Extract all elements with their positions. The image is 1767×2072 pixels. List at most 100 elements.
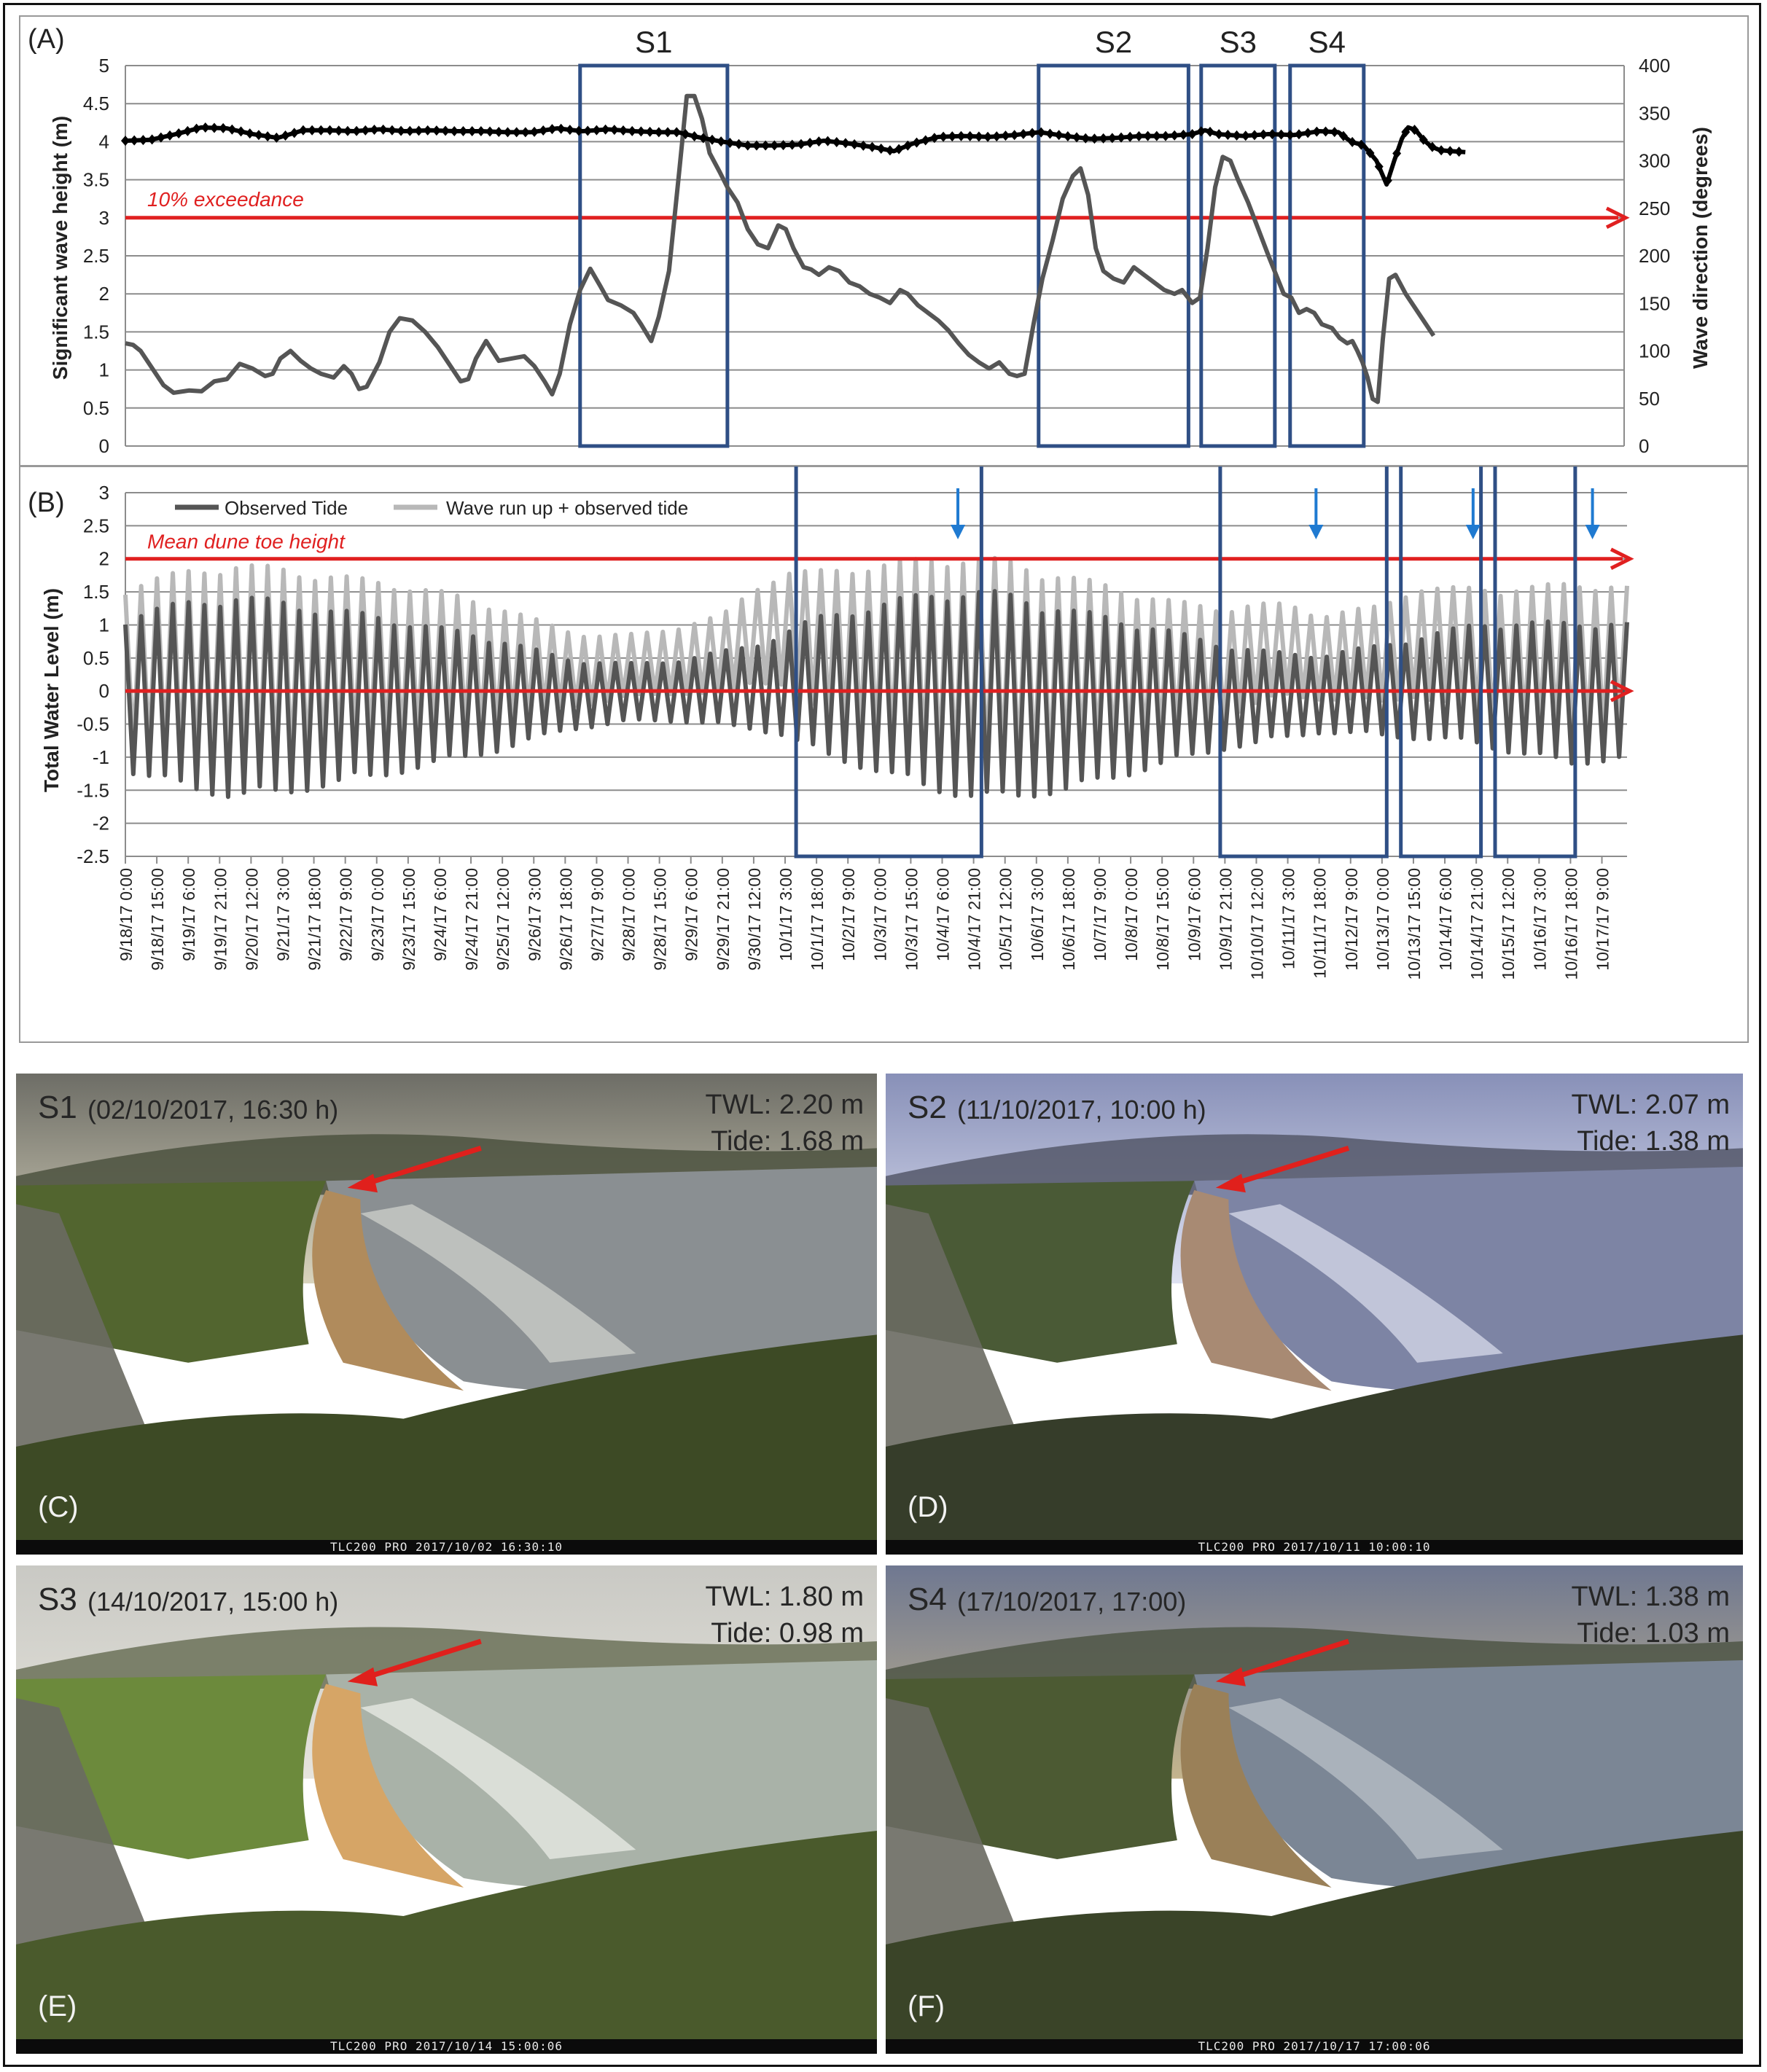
blue-arrow-head <box>951 525 966 539</box>
wave-direction-marker <box>236 126 246 137</box>
photo-tide: Tide: 1.03 m <box>1577 1618 1730 1649</box>
panel-b-xtick-label: 9/28/17 15:00 <box>651 868 670 971</box>
wave-direction-marker <box>503 127 512 138</box>
panel-b-xtick-label: 9/30/17 12:00 <box>745 868 764 971</box>
panel-b-ytick-label: -1 <box>93 746 109 768</box>
wave-direction-marker <box>1010 130 1019 141</box>
panel-a-y2label: Wave direction (degrees) <box>1689 127 1712 369</box>
wave-direction-marker <box>876 143 886 154</box>
cliff <box>16 1204 154 1470</box>
wave-direction-marker <box>840 138 850 149</box>
surf <box>1228 1698 1503 1859</box>
wave-direction-marker <box>200 122 210 133</box>
panel-a-y2tick-label: 400 <box>1639 55 1670 77</box>
panel-a-y2tick-label: 0 <box>1639 435 1649 457</box>
photo-scene <box>886 1074 1743 1540</box>
wave-direction-marker <box>1321 126 1330 137</box>
wave-direction-marker <box>965 130 975 141</box>
wave-direction-marker <box>494 126 504 137</box>
panel-b-xtick-label: 10/12/17 9:00 <box>1342 868 1361 971</box>
wave-direction-marker <box>423 125 432 136</box>
wave-direction-marker <box>903 140 913 151</box>
wave-direction-marker <box>298 125 308 136</box>
panel-b-xtick-label: 10/7/17 9:00 <box>1091 868 1109 961</box>
wave-direction-marker <box>628 125 637 136</box>
wave-direction-marker <box>556 123 566 134</box>
dune-toe-arrowhead <box>1215 1667 1246 1686</box>
photo-tide: Tide: 0.98 m <box>711 1618 864 1649</box>
wave-direction-marker <box>1223 130 1233 141</box>
storm-window-b-s3 <box>1399 466 1483 859</box>
wave-direction-marker <box>850 139 859 150</box>
wave-direction-marker <box>1205 126 1214 137</box>
wave-direction-marker <box>352 125 362 136</box>
photo-twl: TWL: 1.80 m <box>705 1582 865 1612</box>
wave-direction-marker <box>1117 132 1126 143</box>
wave-direction-marker <box>761 140 771 151</box>
photo-panel-label: (F) <box>908 1990 945 2022</box>
wave-direction-marker <box>929 133 939 144</box>
wave-direction-marker <box>1143 130 1152 141</box>
wave-direction-marker <box>139 135 148 146</box>
wave-direction-marker <box>272 132 281 143</box>
wave-direction-marker <box>281 130 290 141</box>
wave-direction-marker <box>539 125 548 136</box>
wave-direction-marker <box>1259 129 1268 140</box>
wave-direction-marker <box>1081 133 1091 144</box>
beach-photo-s2: S2 (11/10/2017, 10:00 h) TWL: 2.07 m Tid… <box>886 1074 1743 1555</box>
panel-b-xtick-label: 10/14/17 21:00 <box>1467 868 1486 980</box>
panel-b-xtick-label: 9/26/17 3:00 <box>525 868 544 961</box>
wave-direction-marker <box>983 131 993 142</box>
wave-direction-marker <box>387 125 397 136</box>
camera-timestamp: TLC200 PRO 2017/10/02 16:30:10 <box>16 1540 877 1555</box>
wave-direction-marker <box>654 127 663 138</box>
sea <box>326 1167 877 1392</box>
wave-direction-marker <box>1294 129 1303 140</box>
wave-direction-marker <box>832 137 841 148</box>
photo-storm-id: S1 <box>38 1090 77 1125</box>
camera-timestamp: TLC200 PRO 2017/10/17 17:00:06 <box>886 2039 1743 2054</box>
wave-direction-marker <box>1410 125 1419 136</box>
chart-wave-height: (A) Significant wave height (m) Wave dir… <box>19 15 1749 466</box>
wave-direction-marker <box>512 127 521 138</box>
wave-direction-marker <box>1063 130 1072 141</box>
wave-direction-marker <box>939 131 948 142</box>
panel-a-y2tick-label: 50 <box>1639 388 1660 410</box>
wave-direction-marker <box>681 128 690 139</box>
wave-direction-marker <box>378 124 388 135</box>
wave-direction-marker <box>192 123 201 134</box>
wave-direction-marker <box>1028 128 1037 138</box>
wave-direction-marker <box>690 131 699 142</box>
photo-date: (17/10/2017, 17:00) <box>957 1587 1187 1616</box>
wave-direction-marker <box>601 124 610 135</box>
beach-sand <box>1180 1190 1332 1391</box>
wave-direction-marker <box>921 135 930 146</box>
wave-direction-marker <box>885 145 894 156</box>
panel-b-xtick-label: 9/22/17 9:00 <box>337 868 356 961</box>
wave-direction-marker <box>574 125 584 136</box>
sea <box>326 1660 877 1889</box>
panel-b-xtick-label: 10/9/17 6:00 <box>1185 868 1204 961</box>
legend-label-runup: Wave run up + observed tide <box>446 497 688 519</box>
panel-b-xtick-label: 9/18/17 0:00 <box>117 868 136 961</box>
dune-toe-arrow <box>1228 1638 1350 1682</box>
panel-b-xtick-label: 9/23/17 15:00 <box>399 868 418 971</box>
beach-photo-s3: S3 (14/10/2017, 15:00 h) TWL: 1.80 m Tid… <box>16 1565 877 2054</box>
panel-a-y2tick-label: 100 <box>1639 340 1670 362</box>
wave-direction-marker <box>1303 128 1313 138</box>
photo-twl: TWL: 1.38 m <box>1571 1582 1731 1612</box>
wave-direction-marker <box>520 127 530 138</box>
wave-direction-marker <box>609 125 619 136</box>
photo-panel-label: (E) <box>38 1990 77 2022</box>
panel-b-xtick-label: 9/24/17 6:00 <box>431 868 450 961</box>
panel-b-xtick-label: 10/15/17 12:00 <box>1499 868 1518 980</box>
beach-photo-s4: S4 (17/10/2017, 17:00) TWL: 1.38 m Tide:… <box>886 1565 1743 2054</box>
beach-sand <box>1180 1684 1332 1888</box>
wave-direction-marker <box>227 124 237 135</box>
legend: Observed Tide Wave run up + observed tid… <box>175 497 688 519</box>
photo-date: (14/10/2017, 15:00 h) <box>87 1587 339 1616</box>
storm-window-b-s4 <box>1493 466 1577 859</box>
wave-direction-marker <box>717 136 726 147</box>
wave-direction-marker <box>254 130 263 141</box>
panel-a-y2tick-label: 300 <box>1639 150 1670 172</box>
